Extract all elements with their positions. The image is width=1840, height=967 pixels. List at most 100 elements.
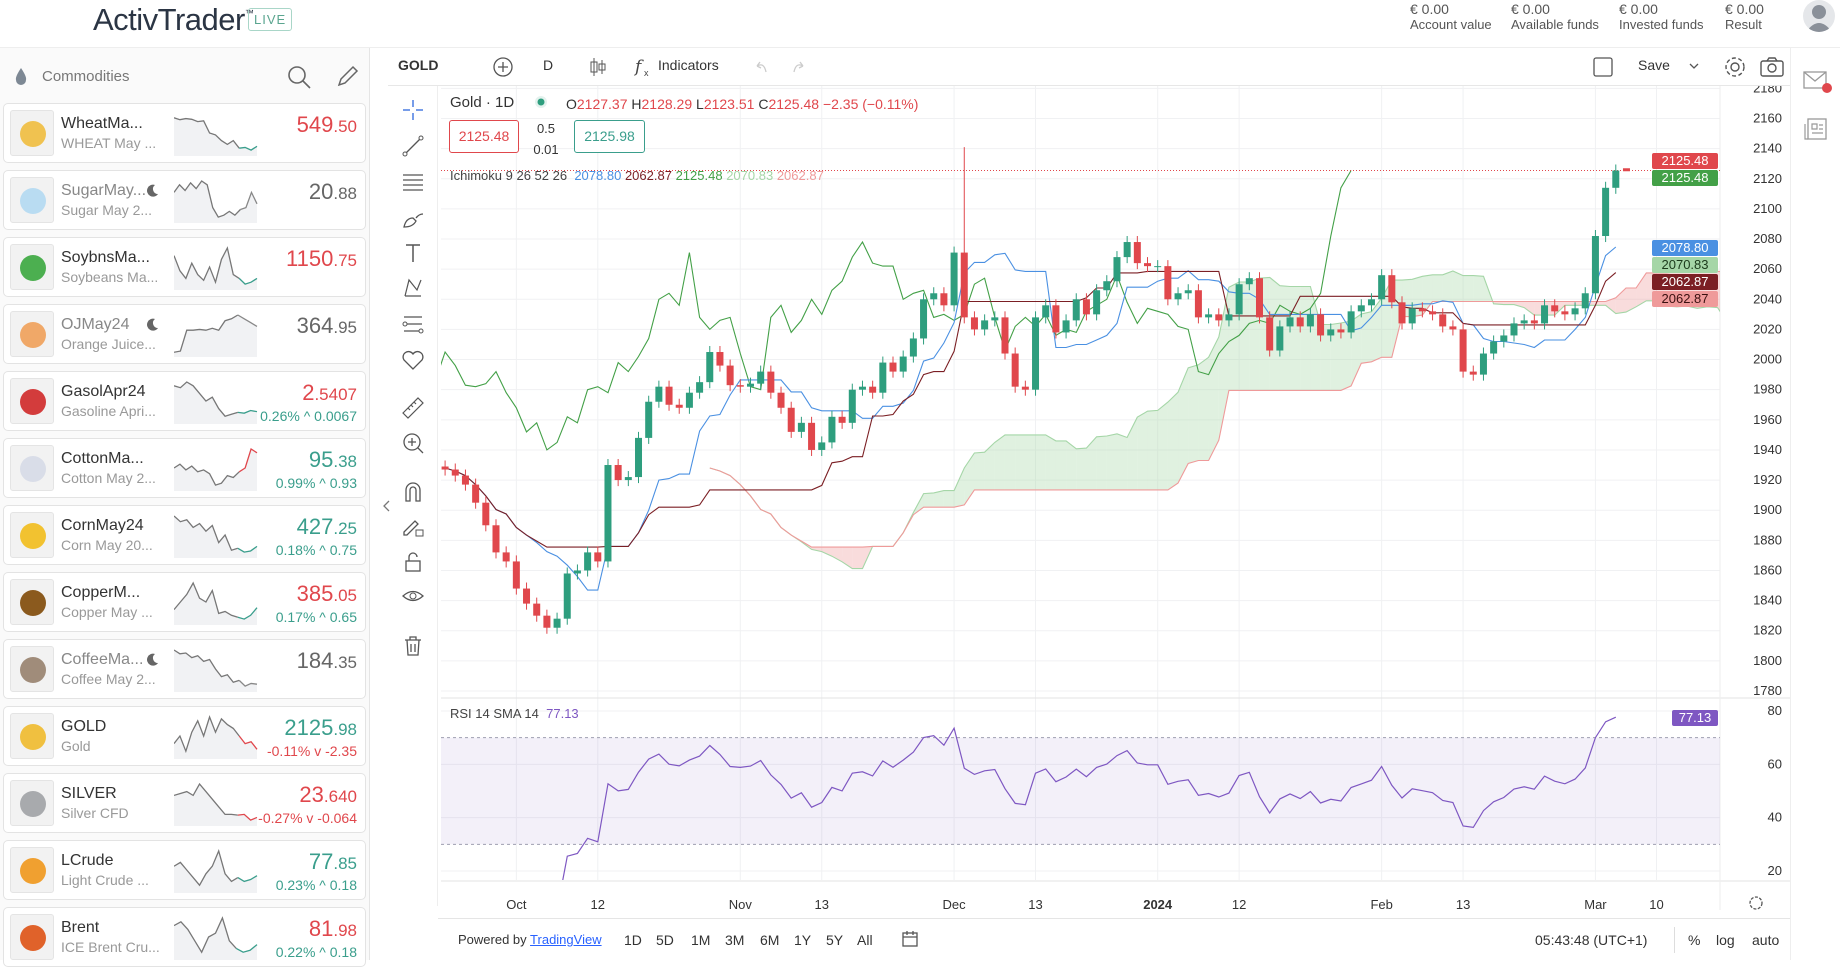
candle: [1082, 293, 1090, 321]
instrument-card-wheatma[interactable]: WheatMa... WHEAT May ... 549.50: [3, 103, 366, 163]
interval-button[interactable]: D: [543, 57, 554, 73]
instrument-card-lcrude[interactable]: LCrude Light Crude ... 77.85 0.23% ^ 0.1…: [3, 840, 366, 900]
tradingview-link[interactable]: TradingView: [530, 932, 602, 947]
candle-body: [889, 362, 897, 372]
price-axis[interactable]: 2180 2160 2140 2120 2100 2080 2060 2040 2020 2000…: [1753, 86, 1782, 698]
log-scale-toggle[interactable]: log: [1716, 932, 1735, 948]
candle: [706, 345, 714, 389]
redo-icon[interactable]: [790, 58, 808, 76]
instrument-card-silver[interactable]: SILVER Silver CFD 23.640 -0.27% v -0.064: [3, 773, 366, 833]
price-change: 0.17% ^ 0.65: [275, 609, 357, 625]
auto-scale-toggle[interactable]: auto: [1752, 932, 1780, 948]
indicators-button[interactable]: Indicators: [658, 57, 719, 73]
instrument-card-coffeema[interactable]: CoffeeMa... Coffee May 2... 184.35: [3, 639, 366, 699]
instrument-card-soybnsma[interactable]: SoybnsMa... Soybeans Ma... 1150.75: [3, 237, 366, 297]
heart-icon[interactable]: [401, 348, 425, 372]
instrument-card-brent[interactable]: Brent ICE Brent Cru... 81.98 0.22% ^ 0.1…: [3, 907, 366, 967]
sell-button[interactable]: 2125.48: [449, 120, 519, 153]
candle: [1011, 347, 1019, 393]
candle: [523, 582, 531, 610]
axis-settings-gear-icon[interactable]: [1749, 896, 1763, 910]
brush-icon[interactable]: [401, 206, 425, 230]
instrument-card-cornmay24[interactable]: CornMay24 Corn May 20... 427.25 0.18% ^ …: [3, 505, 366, 565]
pencil-icon[interactable]: [334, 64, 360, 90]
instrument-card-ojmay24[interactable]: OJMay24 Orange Juice... 364.95: [3, 304, 366, 364]
search-icon[interactable]: [286, 64, 312, 90]
candle-body: [1337, 329, 1345, 333]
ichimoku-legend[interactable]: Ichimoku 9 26 52 26 2078.80 2062.87 2125…: [450, 168, 824, 183]
candle: [1286, 311, 1294, 333]
unlock-icon[interactable]: [401, 550, 425, 574]
ruler-icon[interactable]: [401, 396, 425, 420]
range-6m[interactable]: 6M: [760, 932, 780, 948]
candle-body: [1367, 299, 1375, 306]
trash-icon[interactable]: [401, 634, 425, 658]
candles-chart-type-icon[interactable]: [588, 56, 608, 78]
horizontal-lines-icon[interactable]: [401, 170, 425, 194]
candle-body: [1194, 290, 1202, 318]
rsi-legend[interactable]: RSI 14 SMA 14 77.13: [450, 706, 579, 721]
text-tool-icon[interactable]: [401, 241, 425, 265]
instrument-card-gasolapr24[interactable]: GasolApr24 Gasoline Apri... 2.5407 0.26%…: [3, 371, 366, 431]
cloud-segment: [1432, 274, 1443, 302]
eye-hide-icon[interactable]: [401, 585, 425, 609]
zoom-in-icon[interactable]: [401, 431, 425, 455]
magnet-icon[interactable]: [401, 480, 425, 504]
time-axis[interactable]: Oct 12 Nov 13 Dec 13 2024 12 Feb 13 Mar 10: [506, 897, 1664, 912]
gear-icon[interactable]: [1723, 55, 1747, 79]
candle-body: [1571, 308, 1579, 315]
instrument-card-gold[interactable]: GOLD Gold 2125.98 -0.11% v -2.35: [3, 706, 366, 766]
range-5d[interactable]: 5D: [656, 932, 674, 948]
candle-body: [1245, 278, 1253, 285]
undo-icon[interactable]: [752, 58, 770, 76]
candle: [1235, 278, 1243, 321]
collapse-sidebar-icon[interactable]: [382, 499, 392, 513]
range-1m[interactable]: 1M: [691, 932, 711, 948]
price-decimals: .50: [333, 117, 357, 136]
instrument-card-cottonma[interactable]: CottonMa... Cotton May 2... 95.38 0.99% …: [3, 438, 366, 498]
mail-icon[interactable]: [1802, 68, 1834, 96]
instrument-card-sugarmay[interactable]: SugarMay... Sugar May 2... 20.88: [3, 170, 366, 230]
instrument-card-copperm[interactable]: CopperM... Copper May ... 385.05 0.17% ^…: [3, 572, 366, 632]
candle-body: [930, 293, 938, 300]
range-1d[interactable]: 1D: [624, 932, 642, 948]
user-avatar[interactable]: [1803, 0, 1835, 32]
lock-drawings-icon[interactable]: [401, 515, 425, 539]
date-range-icon[interactable]: [900, 929, 920, 949]
percent-scale-toggle[interactable]: %: [1688, 932, 1701, 948]
symbol-label[interactable]: GOLD: [398, 57, 439, 73]
kijun-sen-line: [444, 270, 1617, 548]
candle-body: [1327, 329, 1335, 336]
candle-body: [838, 416, 846, 423]
add-symbol-icon[interactable]: [492, 56, 514, 78]
instrument-price: 77.85: [309, 850, 357, 876]
forecast-icon[interactable]: [401, 312, 425, 336]
candle-body: [1205, 314, 1213, 318]
clock-timezone[interactable]: 05:43:48 (UTC+1): [1535, 932, 1648, 948]
save-button[interactable]: Save: [1638, 57, 1670, 73]
chart-bottom-bar: Powered by TradingView 1D 5D 1M 3M 6M 1Y 5Y All…: [438, 918, 1790, 960]
cloud-segment: [1290, 286, 1301, 391]
candle-body: [1388, 275, 1396, 303]
candle-body: [848, 389, 856, 423]
activtrader-logo[interactable]: ActivTrader™: [93, 2, 254, 38]
range-5y[interactable]: 5Y: [826, 932, 844, 948]
range-all[interactable]: All: [857, 932, 873, 948]
range-3m[interactable]: 3M: [725, 932, 745, 948]
trend-line-icon[interactable]: [401, 134, 425, 158]
crosshair-icon[interactable]: [401, 98, 425, 122]
sparkline: [174, 515, 258, 558]
candle: [594, 546, 602, 568]
range-1y[interactable]: 1Y: [794, 932, 812, 948]
camera-icon[interactable]: [1759, 55, 1785, 79]
buy-button[interactable]: 2125.98: [574, 120, 645, 153]
news-icon[interactable]: [1803, 116, 1829, 142]
candle-body: [523, 588, 531, 604]
price-chart[interactable]: 2180216021402120210020802060204020202000…: [438, 86, 1790, 918]
pattern-icon[interactable]: [401, 276, 425, 300]
candle-body: [1490, 341, 1498, 354]
market-open-dot-icon: [535, 96, 547, 108]
fullscreen-checkbox-icon[interactable]: [1592, 56, 1614, 78]
chevron-down-icon[interactable]: [1688, 60, 1700, 72]
